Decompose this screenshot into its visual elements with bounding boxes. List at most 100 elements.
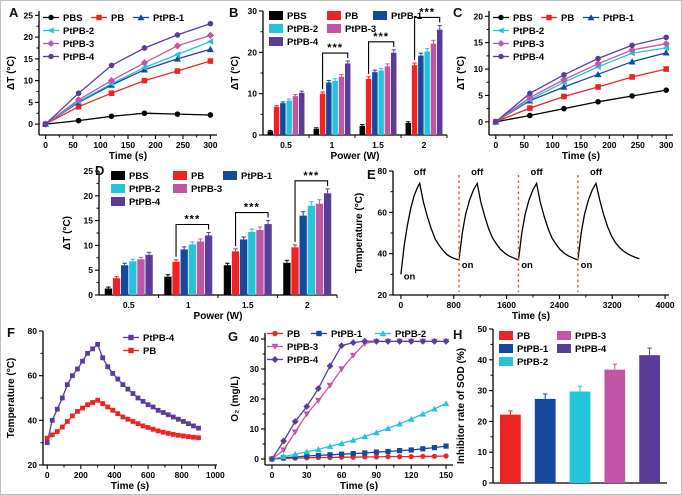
svg-text:PtPB-1: PtPB-1 (391, 11, 423, 22)
tick-labels: 0 5 10 15 20 25 0.5 1 1.5 2 (84, 166, 310, 310)
panel-A: A 0 5 10 15 20 25 0 50 100 150 200 250 300 Time (s) ΔT… (3, 3, 225, 163)
legend-entry-PtPB-3: PtPB-3 (557, 331, 606, 342)
svg-text:0: 0 (478, 117, 483, 127)
svg-text:20: 20 (250, 394, 260, 404)
svg-text:800: 800 (175, 470, 189, 480)
svg-text:0: 0 (28, 119, 33, 129)
series-PBS (42, 110, 214, 127)
svg-text:40: 40 (478, 355, 488, 365)
panel-letter-F: F (7, 325, 15, 340)
svg-text:40: 40 (28, 415, 38, 425)
svg-text:0: 0 (254, 454, 259, 464)
svg-text:PtPB-4: PtPB-4 (575, 344, 607, 355)
svg-text:PB: PB (143, 346, 156, 357)
series-PtPB-2 (268, 400, 450, 462)
panel-letter-B: B (229, 5, 239, 20)
svg-text:10: 10 (478, 447, 488, 457)
svg-text:PtPB-1: PtPB-1 (517, 344, 549, 355)
panel-C: C 0 5 10 15 20 0 50 100 150 200 250 300 Time (s) ΔT (… (453, 3, 681, 163)
svg-text:0: 0 (399, 300, 404, 310)
svg-text:250: 250 (631, 140, 645, 150)
svg-text:2400: 2400 (550, 300, 569, 310)
svg-text:PtPB-3: PtPB-3 (191, 184, 222, 195)
chart-host-A: 0 5 10 15 20 25 0 50 100 150 200 250 300 Time (s) ΔT (… (3, 3, 225, 163)
legend: PB PtPB-3 PtPB-1 PtPB-4 PtPB-2 (499, 331, 607, 368)
svg-text:30: 30 (250, 364, 260, 374)
panel-G: G 0 10 20 30 40 0 30 60 90 120 150 Time (s) O₂ (mg/L… (227, 323, 463, 493)
svg-text:90: 90 (372, 470, 382, 480)
legend: PtPB-4 PB (123, 333, 175, 357)
chart-B: 0 10 20 30 0.5 1 1.5 2 Power (W) ΔT (°C) *** *** ***… (230, 6, 448, 162)
svg-text:10: 10 (474, 64, 484, 74)
legend: PB PtPB-1 PtPB-2 PtPB-3 PtPB-4 (267, 329, 426, 366)
svg-text:1: 1 (186, 300, 191, 310)
svg-text:10: 10 (250, 424, 260, 434)
panel-D: D 0 5 10 15 20 25 0.5 1 1.5 2 Power (W) ΔT (°C) *** *… (59, 163, 347, 323)
svg-text:0: 0 (43, 140, 48, 150)
svg-text:20: 20 (378, 290, 388, 300)
svg-text:***: *** (303, 170, 319, 182)
svg-text:20: 20 (474, 11, 484, 21)
svg-text:5: 5 (88, 265, 93, 275)
svg-text:1000: 1000 (206, 470, 225, 480)
panel-letter-H: H (453, 327, 463, 342)
svg-text:250: 250 (176, 140, 190, 150)
series-PBS (104, 259, 291, 295)
series-PtPB-1 (121, 211, 307, 295)
panel-F: F 20 40 60 80 0 200 400 600 800 1000 Time (s) Tempe… (3, 323, 227, 493)
svg-text:30: 30 (302, 470, 312, 480)
significance-bracket: *** (368, 31, 395, 74)
significance-bracket: *** (322, 42, 349, 90)
svg-text:on: on (462, 260, 474, 271)
legend-entry-PBS: PBS (493, 13, 533, 24)
legend-entry-PtPB-3: PtPB-3 (267, 342, 318, 353)
svg-text:ΔT (°C): ΔT (°C) (456, 56, 467, 90)
svg-text:***: *** (327, 42, 343, 54)
legend-entry-PtPB-2: PtPB-2 (269, 24, 318, 35)
svg-text:0: 0 (482, 478, 487, 488)
legend-entry-PtPB-3: PtPB-3 (173, 184, 222, 195)
svg-text:50: 50 (519, 140, 529, 150)
svg-text:300: 300 (203, 140, 217, 150)
legend-entry-PtPB-2: PtPB-2 (499, 357, 548, 368)
legend-entry-PB: PB (267, 329, 300, 340)
legend-entry-PtPB-1: PtPB-1 (373, 11, 423, 22)
legend-entry-PtPB-4: PtPB-4 (43, 52, 95, 63)
svg-text:PBS: PBS (513, 13, 533, 24)
axis-labels: Power (W) ΔT (°C) (62, 216, 242, 322)
axis-labels: Inhibitor rate of SOD (%) (456, 348, 467, 464)
svg-text:5: 5 (28, 97, 33, 107)
svg-text:PtPB-1: PtPB-1 (241, 171, 273, 182)
legend-entry-PtPB-1: PtPB-1 (133, 13, 185, 24)
significance-bracket: *** (175, 214, 210, 257)
svg-text:PtPB-2: PtPB-2 (513, 26, 544, 37)
svg-text:PtPB-4: PtPB-4 (287, 37, 319, 48)
svg-text:300: 300 (659, 140, 673, 150)
series-PB (42, 58, 214, 127)
svg-text:50: 50 (68, 140, 78, 150)
svg-text:3200: 3200 (603, 300, 622, 310)
legend-entry-PtPB-1: PtPB-1 (311, 329, 363, 340)
series-PtPB-4 (44, 342, 201, 446)
svg-text:30: 30 (478, 386, 488, 396)
series-PtPB-1 (280, 52, 424, 135)
legend-entry-PtPB-1: PtPB-1 (499, 344, 549, 355)
series-inhibitor-rate (500, 347, 660, 483)
svg-text:***: *** (244, 202, 260, 214)
svg-text:50: 50 (478, 324, 488, 334)
panel-E: E 20 40 60 80 0 800 1600 2400 3200 4000 Time (s) Te… (351, 163, 681, 323)
svg-text:PtPB-2: PtPB-2 (395, 329, 426, 340)
svg-text:600: 600 (141, 470, 155, 480)
svg-text:***: *** (373, 31, 389, 43)
svg-text:200: 200 (602, 140, 616, 150)
svg-text:off: off (590, 167, 603, 178)
svg-text:off: off (414, 167, 427, 178)
significance-bracket: *** (235, 202, 269, 246)
svg-text:ΔT (°C): ΔT (°C) (6, 56, 17, 90)
svg-text:PtPB-4: PtPB-4 (129, 197, 161, 208)
legend-entry-PtPB-4: PtPB-4 (557, 344, 607, 355)
svg-text:1600: 1600 (497, 300, 516, 310)
svg-text:30: 30 (248, 6, 258, 16)
series-PB (44, 397, 201, 441)
